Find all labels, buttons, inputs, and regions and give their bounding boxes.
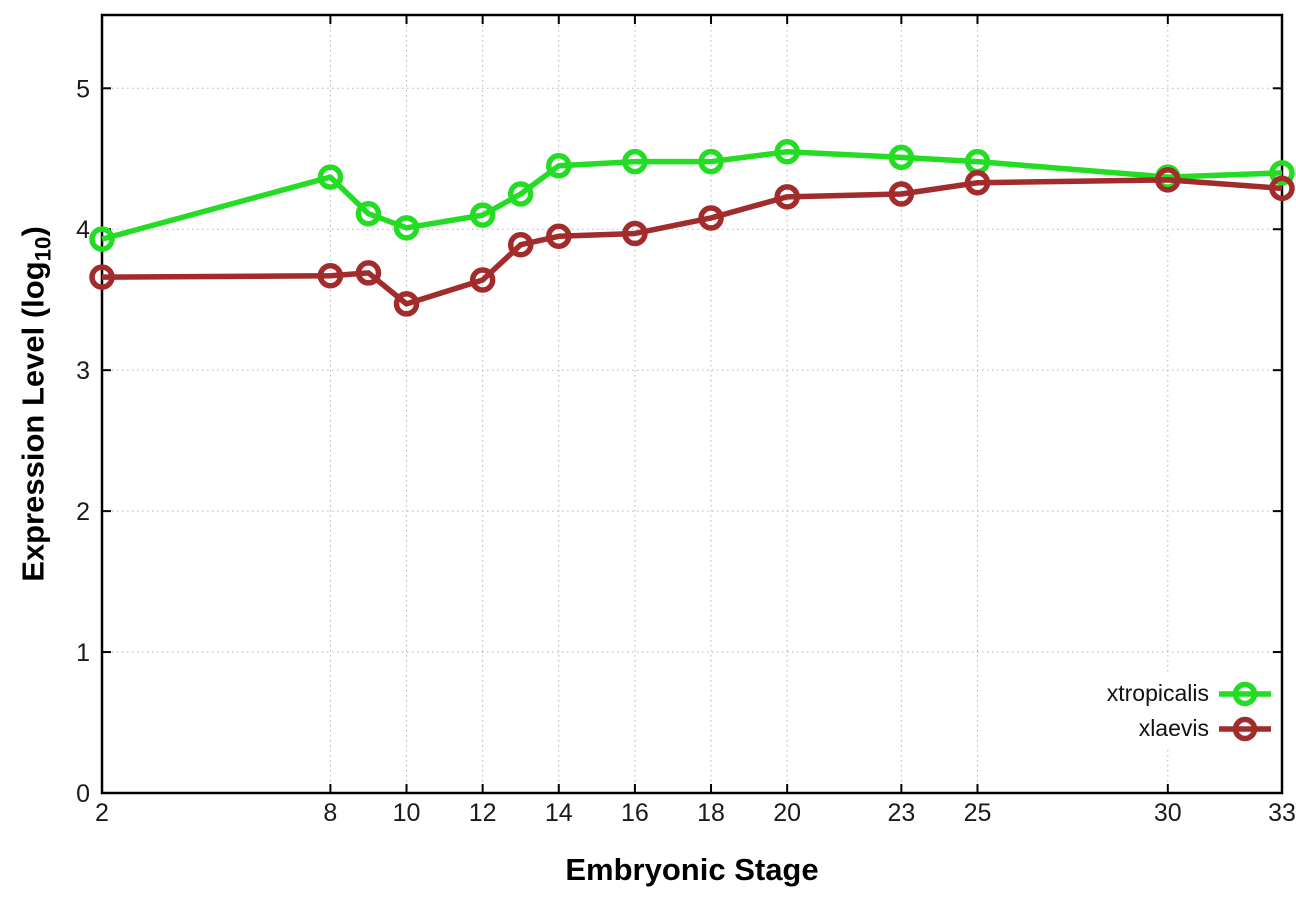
y-tick-label: 3 xyxy=(76,357,90,385)
x-tick-label: 12 xyxy=(469,799,497,827)
data-point-xtropicalis xyxy=(355,200,382,227)
y-tick-label: 2 xyxy=(76,498,90,526)
legend-sample-line-icon xyxy=(1219,716,1271,741)
x-tick-label: 2 xyxy=(95,799,109,827)
data-point-xtropicalis xyxy=(774,138,800,165)
series-line-xtropicalis xyxy=(101,148,1283,242)
data-point-xlaevis xyxy=(469,267,496,293)
data-point-xlaevis xyxy=(507,231,534,258)
legend: xtropicalis xlaevis xyxy=(1092,672,1280,750)
legend-sample-line-icon xyxy=(1219,681,1271,706)
y-axis-title-subscript: 10 xyxy=(30,236,56,262)
data-point-xlaevis xyxy=(1155,167,1181,193)
x-tick-label: 33 xyxy=(1268,799,1296,827)
y-axis-title: Expression Level (log10) xyxy=(15,226,56,582)
x-tick-label: 14 xyxy=(545,799,573,827)
data-point-xlaevis xyxy=(774,184,800,210)
data-point-xtropicalis xyxy=(1269,160,1295,186)
data-point-xlaevis xyxy=(622,220,648,247)
x-tick-label: 18 xyxy=(697,799,725,827)
data-point-xlaevis xyxy=(546,223,572,250)
data-point-xtropicalis xyxy=(888,144,915,171)
data-point-xtropicalis xyxy=(469,202,496,228)
legend-item-xlaevis: xlaevis xyxy=(1107,713,1272,744)
data-point-xlaevis xyxy=(698,205,724,231)
x-tick-label: 20 xyxy=(773,799,801,827)
data-point-xtropicalis xyxy=(546,153,572,179)
data-point-xlaevis xyxy=(355,260,382,286)
data-point-xlaevis xyxy=(1269,175,1295,202)
x-axis-title: Embryonic Stage xyxy=(565,852,819,887)
legend-label: xlaevis xyxy=(1138,715,1209,741)
x-tick-label: 25 xyxy=(964,799,992,827)
y-tick-label: 4 xyxy=(76,216,90,244)
y-tick-label: 0 xyxy=(76,780,90,808)
data-point-xlaevis xyxy=(888,181,915,207)
plot-border xyxy=(100,13,1284,795)
x-tick-label: 23 xyxy=(887,799,915,827)
data-point-xtropicalis xyxy=(698,148,724,175)
x-tick-label: 16 xyxy=(621,799,649,827)
x-tick-label: 8 xyxy=(323,799,337,827)
y-axis-title-suffix: ) xyxy=(15,226,51,237)
data-point-xtropicalis xyxy=(89,226,115,252)
data-point-xtropicalis xyxy=(507,181,534,207)
data-point-xtropicalis xyxy=(622,148,648,175)
data-point-xlaevis xyxy=(964,169,991,196)
data-point-xlaevis xyxy=(317,262,344,289)
legend-item-xtropicalis: xtropicalis xyxy=(1107,678,1272,709)
series-line-xlaevis xyxy=(101,177,1283,307)
y-tick-label: 5 xyxy=(76,75,90,103)
data-point-xtropicalis xyxy=(393,215,420,241)
data-point-xlaevis xyxy=(89,264,115,290)
data-point-xlaevis xyxy=(393,291,420,317)
data-point-xtropicalis xyxy=(317,164,344,190)
y-axis-title-text: Expression Level (log xyxy=(15,261,51,582)
legend-label: xtropicalis xyxy=(1106,680,1209,706)
y-tick-label: 1 xyxy=(76,639,90,667)
x-tick-label: 30 xyxy=(1154,799,1182,827)
x-tick-label: 10 xyxy=(393,799,421,827)
